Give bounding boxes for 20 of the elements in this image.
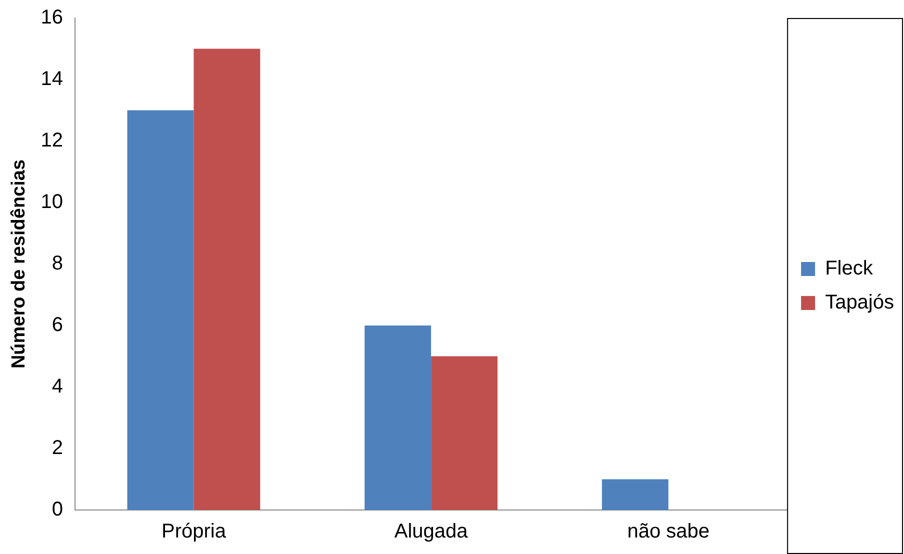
bar	[602, 479, 668, 510]
y-tick-label: 14	[40, 68, 64, 90]
y-tick-label: 4	[52, 376, 64, 398]
y-tick-label: 12	[40, 130, 64, 152]
bar	[364, 326, 432, 510]
y-tick-label: 6	[52, 314, 64, 336]
x-tick-label: Alugada	[394, 520, 469, 543]
y-tick-label: 10	[40, 191, 64, 214]
y-tick-label: 8	[52, 252, 64, 275]
y-tick-label: 2	[52, 437, 64, 460]
y-tick-label: 0	[52, 498, 64, 521]
x-tick-label: não sabe	[627, 520, 710, 543]
legend-label: Fleck	[825, 258, 874, 280]
bar	[431, 356, 498, 510]
legend-label: Tapajós	[825, 292, 894, 314]
bar	[127, 110, 194, 510]
bar	[194, 48, 260, 510]
y-axis-title: Número de residências	[8, 159, 30, 369]
y-tick-label: 16	[40, 6, 64, 29]
x-tick-label: Própria	[161, 520, 227, 543]
